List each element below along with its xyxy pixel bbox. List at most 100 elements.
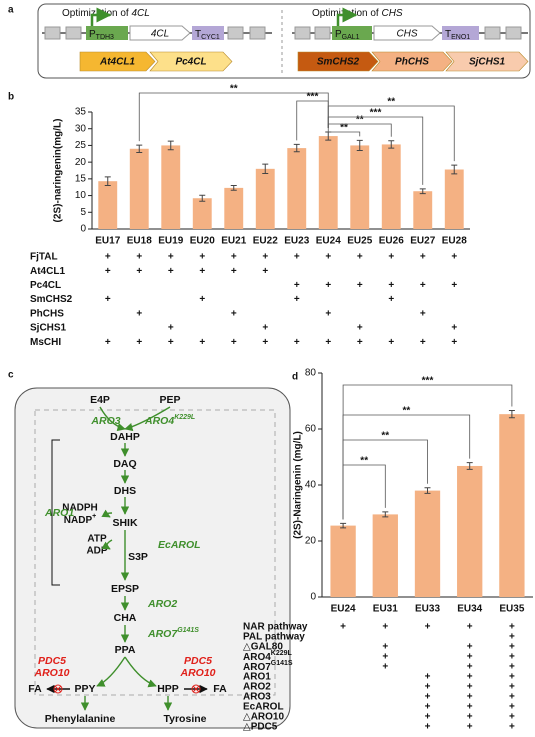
promoter <box>86 26 128 40</box>
table-mark: + <box>509 692 515 703</box>
bar <box>330 525 356 597</box>
arrow <box>99 406 126 432</box>
table-mark: + <box>451 280 457 291</box>
variant-label: SjCHS1 <box>469 57 506 68</box>
promoter <box>332 26 372 40</box>
metabolite: PPA <box>115 644 136 656</box>
variant-label: PhCHS <box>395 57 429 68</box>
table-mark: + <box>262 266 268 277</box>
y-tick-label: 25 <box>75 140 87 151</box>
y-tick-label: 10 <box>75 190 87 201</box>
table-mark: + <box>168 323 174 334</box>
gene-arrow <box>371 51 453 72</box>
error-bar <box>424 487 431 494</box>
bar <box>161 145 181 229</box>
table-mark: + <box>467 642 473 653</box>
section-title-text: Optimization of <box>312 8 381 19</box>
section-title: Optimization of 4CL <box>62 8 150 19</box>
significance-bracket <box>296 100 329 141</box>
table-mark: + <box>425 712 431 723</box>
row-label: Pc4CL <box>30 280 61 291</box>
significance-label: ** <box>230 84 238 95</box>
y-tick-label: 60 <box>305 424 317 435</box>
table-mark: + <box>199 337 205 348</box>
bar <box>287 148 307 229</box>
row-label-sup: G141S <box>271 660 293 667</box>
panel-c-box <box>14 387 291 729</box>
row-label: ARO4K229L <box>243 650 293 662</box>
table-mark: + <box>105 337 111 348</box>
y-tick-label: 30 <box>75 123 87 134</box>
bar <box>350 145 370 229</box>
significance-bracket <box>327 105 455 162</box>
error-bar <box>104 176 111 187</box>
homology-arm <box>44 26 61 40</box>
terminator-label: TCYC1 <box>195 29 220 42</box>
section-title: Optimization of CHS <box>312 8 403 19</box>
table-mark: + <box>509 702 515 713</box>
arrow <box>96 656 126 687</box>
bar <box>444 169 464 229</box>
table-mark: + <box>231 266 237 277</box>
cofactor: ADP <box>86 546 107 557</box>
promoter-label-sub: GAL1 <box>342 34 360 41</box>
metabolite: HPP <box>157 683 179 695</box>
variant-label: SmCHS2 <box>317 57 360 68</box>
knockout: PDC5 <box>38 655 66 667</box>
significance-bracket <box>342 384 513 520</box>
table-mark: + <box>382 622 388 633</box>
bar <box>98 181 118 229</box>
bar <box>129 148 149 229</box>
table-mark: + <box>467 702 473 713</box>
bar <box>413 191 433 229</box>
significance-label: ** <box>360 456 368 467</box>
homology-arm <box>65 26 82 40</box>
row-label: SjCHS1 <box>30 323 67 334</box>
blocked-x <box>192 685 200 693</box>
promoter-arrow <box>336 7 358 26</box>
enzyme: ARO2 <box>147 598 177 610</box>
y-tick-label: 5 <box>80 207 86 218</box>
knockout: ARO10 <box>33 667 69 679</box>
table-mark: + <box>509 722 515 733</box>
y-tick-label: 20 <box>75 157 87 168</box>
row-label-sup: K229L <box>271 650 293 657</box>
metabolite: S3P <box>128 551 148 563</box>
homology-arm <box>294 26 311 40</box>
significance-label: ** <box>387 97 395 108</box>
x-tick-label: EU23 <box>284 236 309 247</box>
cofactor: ATP <box>87 534 107 545</box>
x-tick-label: EU18 <box>127 236 152 247</box>
arrow <box>124 406 171 432</box>
table-mark: + <box>509 712 515 723</box>
metabolite: DAQ <box>113 458 136 470</box>
row-label: ARO3 <box>243 692 271 703</box>
row-label: PAL pathway <box>243 632 305 643</box>
table-mark: + <box>199 294 205 305</box>
y-axis-label: (2S)-naringenin(mg/L) <box>53 119 64 223</box>
metabolite: PPY <box>74 683 95 695</box>
table-mark: + <box>325 337 331 348</box>
panel-label: c <box>8 370 14 381</box>
metabolite: DAHP <box>110 431 140 443</box>
promoter-label-sub: TDH3 <box>96 34 114 41</box>
metabolite: Phenylalanine <box>45 713 116 725</box>
metabolite: PEP <box>159 394 180 406</box>
x-tick-label: EU31 <box>373 604 398 615</box>
table-mark: + <box>199 266 205 277</box>
table-mark: + <box>294 337 300 348</box>
compartment <box>34 409 276 696</box>
table-mark: + <box>467 622 473 633</box>
blocked-x <box>54 685 62 693</box>
metabolite: Tyrosine <box>164 713 207 725</box>
terminator-label-sub: ENO1 <box>451 34 470 41</box>
table-mark: + <box>136 252 142 263</box>
significance-bracket <box>327 128 361 137</box>
table-mark: + <box>231 308 237 319</box>
x-tick-label: EU26 <box>379 236 404 247</box>
x-tick-label: EU17 <box>95 236 120 247</box>
significance-label: *** <box>307 92 319 103</box>
table-mark: + <box>294 294 300 305</box>
table-mark: + <box>294 252 300 263</box>
